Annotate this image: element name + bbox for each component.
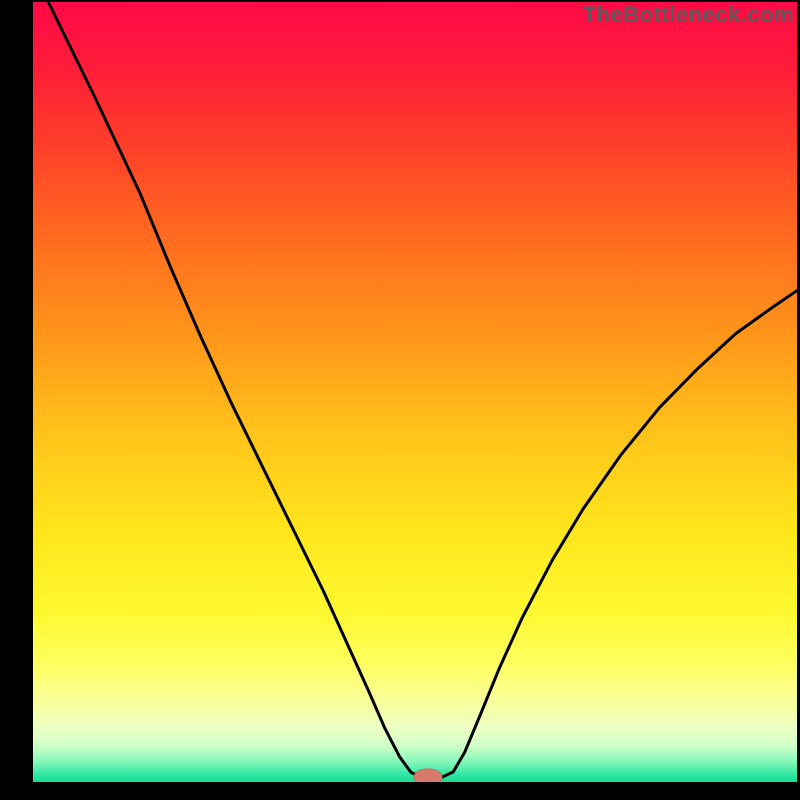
chart-svg xyxy=(33,2,797,782)
optimal-marker xyxy=(414,769,442,782)
bottleneck-chart xyxy=(33,2,797,782)
watermark-text: TheBottleneck.com xyxy=(583,2,794,28)
gradient-background xyxy=(33,2,797,782)
